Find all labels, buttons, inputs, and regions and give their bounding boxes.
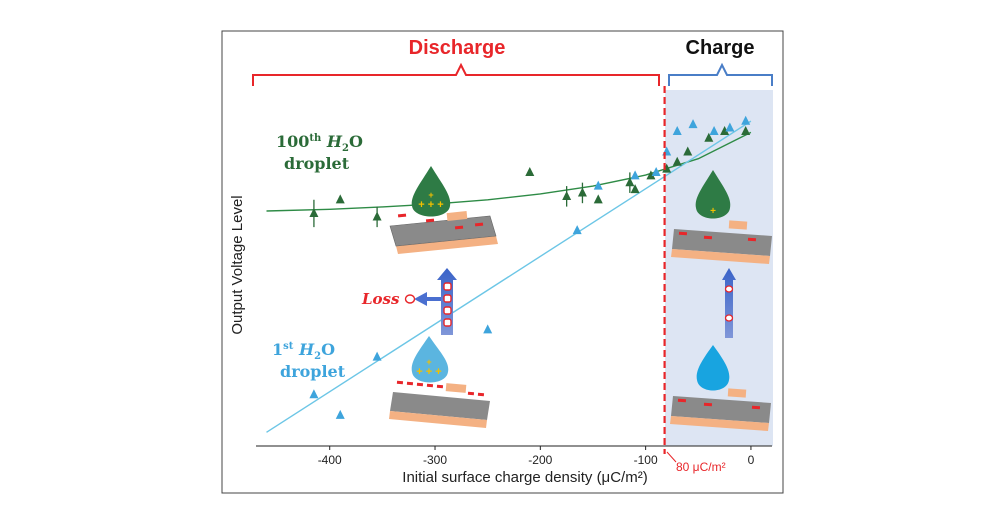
data-point-series-0-7 [577,187,587,197]
data-point-series-0-5 [525,167,535,176]
svg-text:+: + [426,357,431,367]
water-droplet-green [411,166,451,217]
data-point-series-1-9 [672,125,682,135]
data-point-series-1-10 [688,119,698,129]
svg-text:droplet: droplet [284,154,350,173]
x-tick-label-2: -200 [528,453,552,467]
data-point-series-0-11 [646,170,656,180]
svg-text:+: + [428,190,433,200]
x-axis-ticks: -400 -300 -200 -100 0 [318,446,755,467]
data-point-series-0-12 [662,163,672,173]
data-point-series-1-6 [630,170,640,180]
svg-text:100th H2O: 100th H2O [276,132,363,154]
data-point-series-1-2 [372,351,382,361]
loss-label: Loss [361,290,400,308]
data-point-series-0-1 [335,194,345,204]
x-tick-label-1: -300 [423,453,447,467]
data-point-series-0-9 [625,177,635,187]
data-point-series-1-7 [651,167,661,176]
charge-bracket [668,62,773,86]
legend-100th-droplet: 100th H2O droplet [276,132,363,173]
discharge-bracket [252,62,660,86]
water-droplet-green-charge [695,170,731,219]
fit-lines [266,120,752,433]
fit-line-series-1 [266,120,752,433]
data-point-series-1-4 [572,225,582,235]
data-point-series-1-3 [483,324,493,334]
data-point-series-0-2 [372,211,382,221]
svg-text:droplet: droplet [280,362,346,381]
x-axis-title: Initial surface charge density (μC/m²) [402,469,647,486]
data-point-series-0-14 [683,146,693,156]
data-point-series-0-6 [562,190,572,200]
data-point-series-1-1 [335,409,345,419]
charge-label: Charge [686,37,755,59]
svg-text:+ + +: + + + [416,366,441,378]
data-point-series-0-0 [309,208,319,218]
y-axis-title: Output Voltage Level [229,195,246,334]
water-droplet-blue-charge [696,345,730,391]
x-tick-label-4: 0 [748,453,755,467]
x-tick-label-0: -400 [318,453,342,467]
data-point-series-0-8 [593,194,603,204]
device-discharge-1st: + + + + [389,336,490,428]
device-charge-100th: + [671,170,772,264]
discharge-arrow [404,268,457,335]
charge-region-fill [665,90,773,446]
data-point-series-1-0 [309,389,319,399]
boundary-label: 80 μC/m² [676,460,726,474]
boundary-pointer [666,451,677,463]
data-point-series-0-15 [704,132,714,142]
data-point-series-0-16 [720,125,730,135]
charge-arrow [722,268,736,338]
device-charge-1st [670,345,771,431]
data-point-series-1-12 [725,122,735,132]
data-point-series-0-13 [672,156,682,166]
water-droplet-blue [411,336,449,383]
data-point-series-1-11 [709,125,719,135]
data-point-series-1-13 [741,115,751,125]
x-tick-label-3: -100 [634,453,658,467]
discharge-label: Discharge [409,37,506,59]
fit-line-series-0 [266,131,752,212]
svg-text:1st H2O: 1st H2O [272,340,335,362]
legend-1st-droplet: 1st H2O droplet [272,340,346,381]
svg-text:+: + [710,206,716,217]
svg-text:+ + +: + + + [418,199,443,211]
device-discharge-100th: + + + + [389,166,498,254]
data-point-series-1-5 [593,180,603,190]
data-point-series-0-10 [630,184,640,194]
data-point-series-0-17 [741,125,751,135]
